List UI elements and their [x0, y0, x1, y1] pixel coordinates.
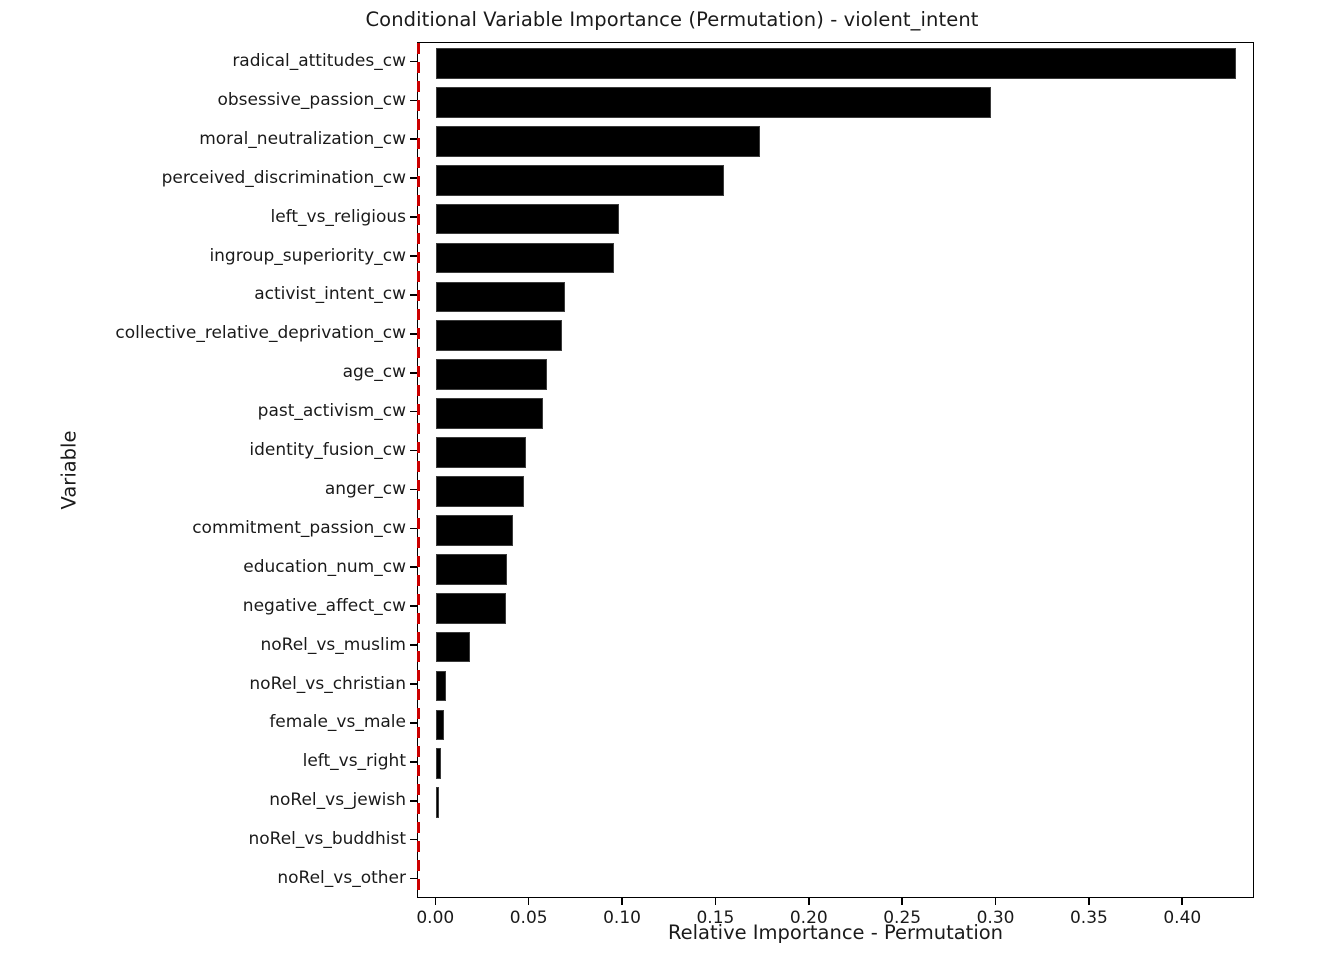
- x-tick-label: 0.20: [789, 908, 828, 928]
- y-tick-label-left_vs_religious: left_vs_religious: [270, 206, 406, 227]
- y-tick-mark: [410, 761, 417, 763]
- y-tick-mark: [410, 566, 417, 569]
- y-tick-mark: [410, 838, 417, 841]
- y-tick-mark: [410, 605, 417, 607]
- bar-left_vs_right: [436, 748, 442, 780]
- y-tick-label-ingroup_superiority_cw: ingroup_superiority_cw: [209, 245, 406, 266]
- y-tick-mark: [410, 255, 417, 257]
- y-tick-label-noRel_vs_muslim: noRel_vs_muslim: [260, 634, 406, 655]
- bar-anger_cw: [436, 476, 525, 507]
- y-tick-label-identity_fusion_cw: identity_fusion_cw: [249, 440, 406, 461]
- y-axis-label: Variable: [57, 430, 81, 510]
- plot-area: [417, 42, 1254, 898]
- y-tick-label-age_cw: age_cw: [342, 362, 406, 383]
- y-tick-label-noRel_vs_christian: noRel_vs_christian: [249, 673, 406, 694]
- y-tick-label-radical_attitudes_cw: radical_attitudes_cw: [232, 50, 406, 71]
- bar-commitment_passion_cw: [436, 514, 513, 546]
- x-tick-label: 0.00: [416, 908, 455, 928]
- y-tick-mark: [410, 138, 417, 141]
- y-tick-mark: [410, 527, 417, 530]
- y-tick-label-anger_cw: anger_cw: [324, 478, 406, 499]
- chart-title: Conditional Variable Importance (Permuta…: [365, 8, 979, 31]
- bars-layer: [418, 43, 1253, 897]
- bar-activist_intent_cw: [436, 281, 566, 313]
- y-tick-mark: [410, 99, 417, 102]
- x-axis-label: Relative Importance - Permutation: [667, 921, 1004, 944]
- y-tick-mark: [410, 644, 417, 646]
- bar-age_cw: [436, 359, 547, 391]
- y-tick-mark: [410, 60, 417, 63]
- bar-female_vs_male: [436, 709, 445, 741]
- x-tick-label: 0.40: [1163, 908, 1202, 928]
- x-tick-mark: [1181, 898, 1184, 905]
- y-tick-label-noRel_vs_buddhist: noRel_vs_buddhist: [248, 829, 407, 850]
- y-axis-label-container: Variable: [52, 42, 86, 898]
- y-tick-mark: [410, 722, 417, 724]
- y-tick-label-activist_intent_cw: activist_intent_cw: [254, 284, 406, 305]
- bar-radical_attitudes_cw: [436, 48, 1236, 79]
- y-tick-mark: [410, 216, 417, 218]
- x-tick-mark: [434, 898, 437, 905]
- bar-identity_fusion_cw: [436, 437, 527, 468]
- x-tick-mark: [527, 898, 530, 905]
- bar-obsessive_passion_cw: [436, 86, 992, 118]
- y-tick-mark: [410, 683, 417, 685]
- y-tick-mark: [410, 294, 417, 296]
- bar-perceived_discrimination_cw: [436, 164, 725, 196]
- y-tick-label-past_activism_cw: past_activism_cw: [257, 401, 406, 422]
- y-tick-mark: [410, 333, 417, 335]
- y-tick-label-left_vs_right: left_vs_right: [302, 751, 406, 772]
- bar-negative_affect_cw: [436, 592, 506, 624]
- x-tick-mark: [994, 898, 997, 905]
- bar-ingroup_superiority_cw: [436, 242, 614, 274]
- bar-moral_neutralization_cw: [436, 125, 760, 157]
- x-tick-label: 0.35: [1069, 908, 1108, 928]
- x-tick-label: 0.15: [696, 908, 735, 928]
- x-tick-label: 0.25: [883, 908, 922, 928]
- y-tick-label-female_vs_male: female_vs_male: [269, 712, 406, 733]
- y-tick-label-collective_relative_deprivation_cw: collective_relative_deprivation_cw: [115, 323, 406, 344]
- x-tick-label: 0.05: [509, 908, 548, 928]
- bar-past_activism_cw: [436, 398, 543, 430]
- x-tick-mark: [1088, 898, 1090, 905]
- bar-noRel_vs_jewish: [436, 787, 440, 819]
- x-tick-label: 0.30: [976, 908, 1015, 928]
- y-tick-mark: [410, 877, 417, 880]
- x-tick-label: 0.10: [603, 908, 641, 928]
- y-tick-label-commitment_passion_cw: commitment_passion_cw: [192, 517, 406, 538]
- y-tick-label-education_num_cw: education_num_cw: [243, 556, 406, 577]
- y-tick-mark: [410, 371, 417, 374]
- zero-reference-line: [417, 43, 420, 897]
- y-tick-label-obsessive_passion_cw: obsessive_passion_cw: [217, 89, 406, 110]
- y-tick-label-negative_affect_cw: negative_affect_cw: [242, 595, 406, 616]
- bar-noRel_vs_muslim: [436, 631, 471, 663]
- y-tick-mark: [410, 488, 417, 491]
- x-tick-mark: [901, 898, 903, 905]
- x-tick-mark: [807, 898, 810, 905]
- bar-left_vs_religious: [436, 203, 620, 235]
- x-tick-mark: [621, 898, 623, 905]
- y-tick-label-perceived_discrimination_cw: perceived_discrimination_cw: [161, 167, 406, 188]
- bar-education_num_cw: [436, 553, 508, 585]
- y-tick-mark: [410, 177, 417, 179]
- y-tick-label-noRel_vs_other: noRel_vs_other: [277, 868, 406, 889]
- bar-collective_relative_deprivation_cw: [436, 320, 562, 352]
- y-tick-label-noRel_vs_jewish: noRel_vs_jewish: [269, 790, 406, 811]
- y-tick-mark: [410, 449, 417, 452]
- y-tick-mark: [410, 799, 417, 802]
- y-tick-label-moral_neutralization_cw: moral_neutralization_cw: [199, 128, 406, 149]
- bar-noRel_vs_christian: [436, 670, 446, 702]
- x-tick-mark: [714, 898, 717, 905]
- y-tick-mark: [410, 410, 417, 413]
